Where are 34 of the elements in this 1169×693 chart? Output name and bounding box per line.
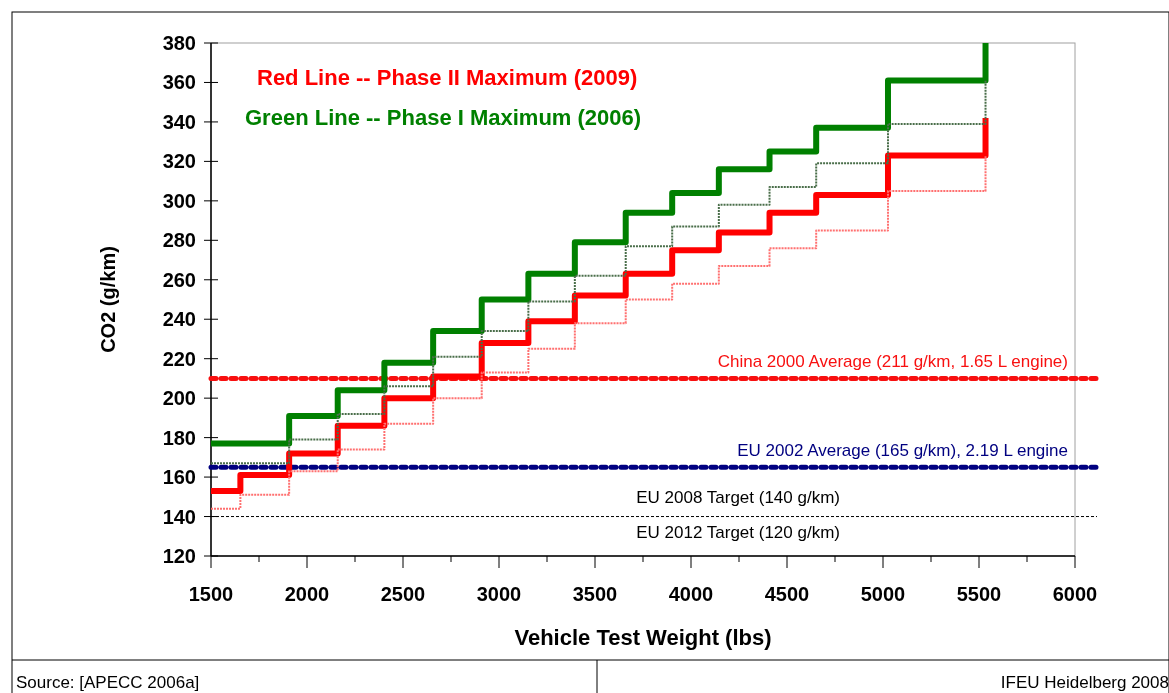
ref-line-label: China 2000 Average (211 g/km, 1.65 L engine) bbox=[717, 352, 1068, 372]
x-tick-label: 4000 bbox=[668, 583, 714, 605]
x-tick-label: 3500 bbox=[572, 583, 618, 605]
x-tick-label: 4500 bbox=[764, 583, 810, 605]
y-tick-label: 260 bbox=[162, 268, 196, 291]
ref-line-label: EU 2008 Target (140 g/km) bbox=[636, 487, 840, 507]
text: Green Line -- Phase I Maximum (2006) bbox=[245, 105, 642, 130]
y-tick-label: 220 bbox=[162, 347, 196, 370]
y-tick-label: 280 bbox=[162, 229, 196, 252]
ref-line-label: EU 2002 Average (165 g/km), 2.19 L engine bbox=[737, 441, 1068, 461]
text: Red Line -- Phase II Maximum (2009) bbox=[257, 65, 638, 90]
y-tick-label: 360 bbox=[162, 71, 196, 94]
x-tick-label: 5000 bbox=[860, 583, 906, 605]
x-axis-title: Vehicle Test Weight (lbs) bbox=[514, 625, 772, 650]
y-tick-label: 340 bbox=[162, 110, 196, 133]
y-axis-title: CO2 (g/km) bbox=[97, 246, 119, 353]
source-note: Source: [APECC 2006a] bbox=[16, 673, 200, 692]
x-tick-label: 6000 bbox=[1052, 583, 1098, 605]
y-tick-label: 180 bbox=[162, 426, 196, 449]
y-tick-label: 380 bbox=[162, 32, 196, 54]
y-tick-label: 320 bbox=[162, 150, 196, 173]
y-tick-label: 240 bbox=[162, 308, 196, 331]
x-tick-label: 1500 bbox=[188, 583, 234, 605]
x-tick-label: 2500 bbox=[380, 583, 426, 605]
y-tick-label: 120 bbox=[162, 545, 196, 567]
x-tick-label: 5500 bbox=[956, 583, 1002, 605]
x-tick-label: 2000 bbox=[284, 583, 330, 605]
y-tick-label: 140 bbox=[162, 505, 196, 528]
text: IFEU Heidelberg 2008 bbox=[1000, 673, 1169, 692]
x-tick-label: 3000 bbox=[476, 583, 522, 605]
annotation: EU 2012 Target (120 g/km) bbox=[636, 523, 840, 542]
y-tick-label: 160 bbox=[162, 466, 196, 489]
y-tick-label: 200 bbox=[162, 387, 196, 410]
y-tick-label: 300 bbox=[162, 189, 196, 212]
